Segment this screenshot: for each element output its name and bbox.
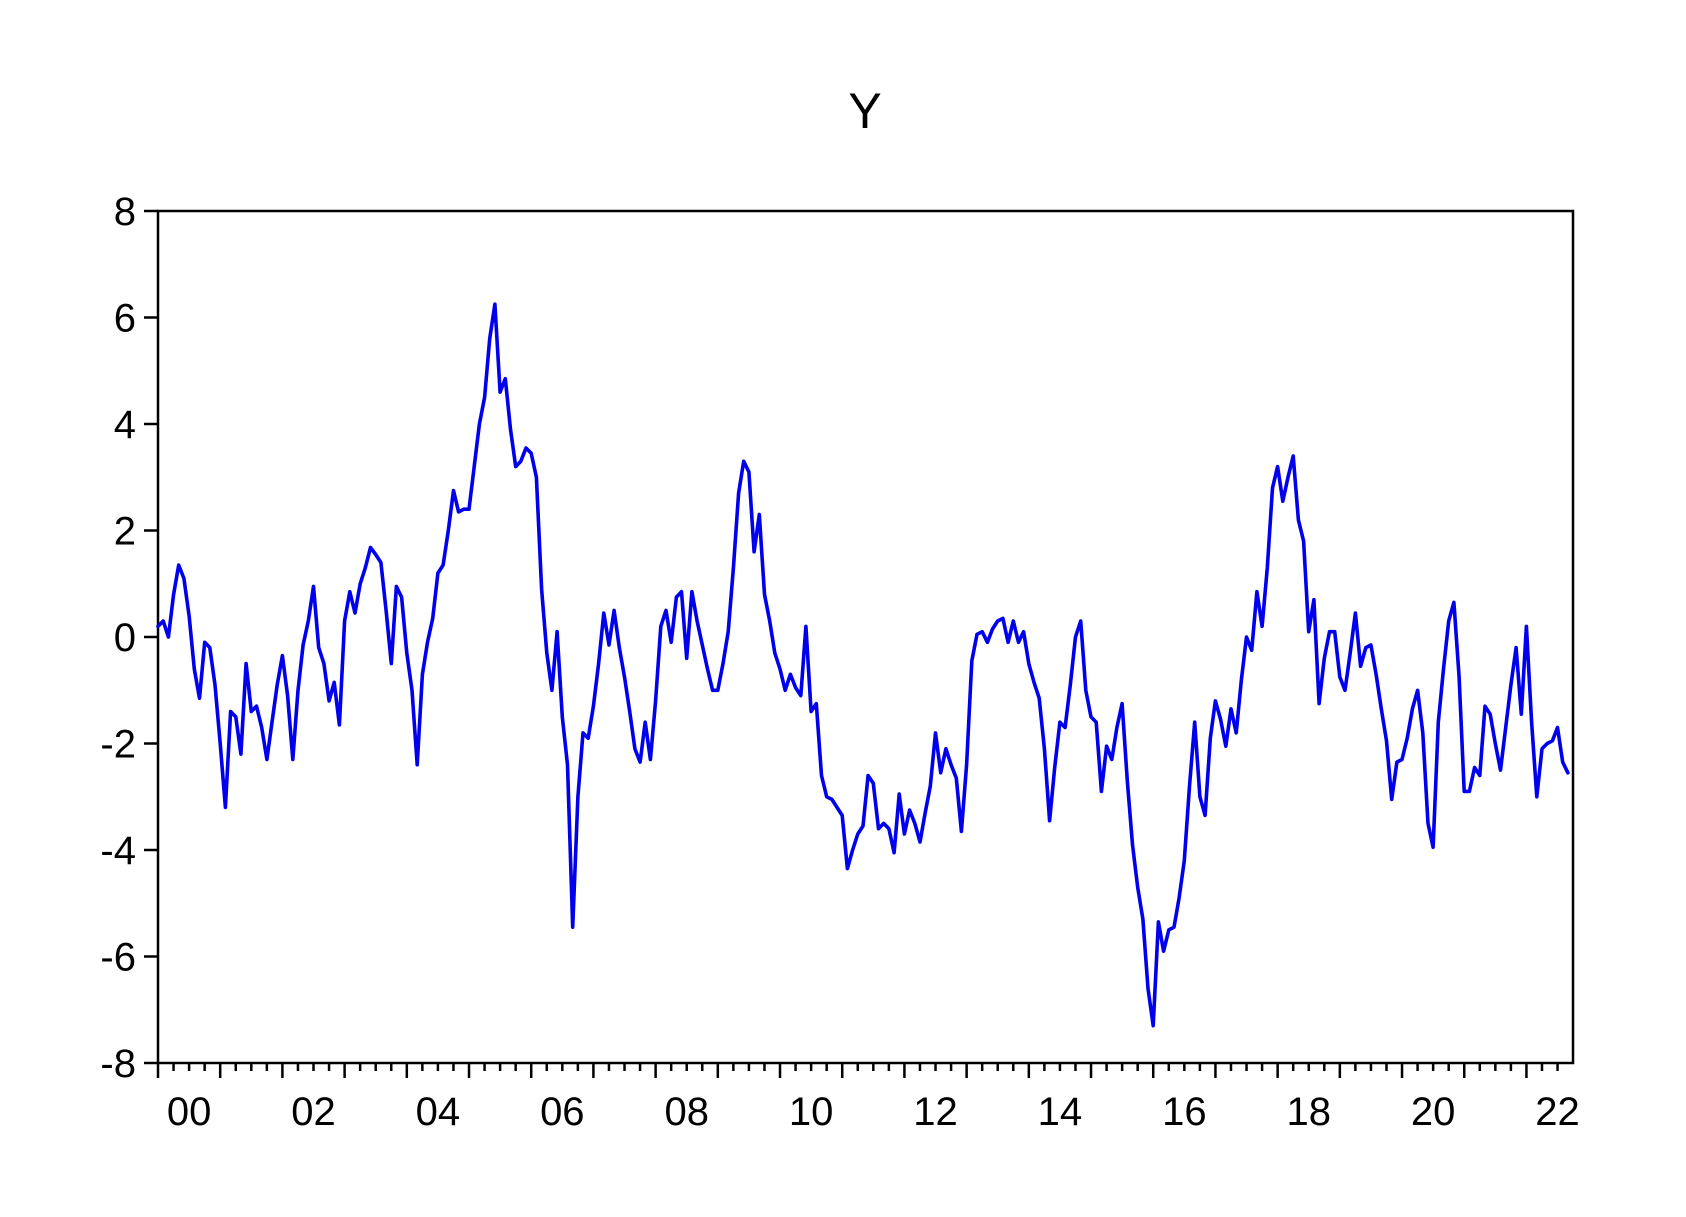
y-tick-label: -4 xyxy=(100,829,136,873)
y-tick-label: 8 xyxy=(114,190,136,234)
y-tick-label: 2 xyxy=(114,510,136,554)
x-tick-label: 02 xyxy=(291,1090,336,1134)
x-tick-label: 10 xyxy=(789,1090,834,1134)
plot-border xyxy=(156,209,1575,1065)
y-tick-label: -8 xyxy=(100,1042,136,1086)
series-line xyxy=(156,302,1570,1028)
y-tick-label: 0 xyxy=(114,616,136,660)
y-tick-label: 4 xyxy=(114,403,136,447)
x-tick-label: 20 xyxy=(1411,1090,1456,1134)
x-tick-label: 12 xyxy=(913,1090,958,1134)
plot-frame xyxy=(156,209,1575,1065)
x-tick-label: 06 xyxy=(540,1090,585,1134)
y-axis: 8 6 4 2 0 -2 -4 -6 -8 xyxy=(100,190,158,1086)
x-tick-label: 14 xyxy=(1038,1090,1083,1134)
x-axis: 00 02 04 06 08 10 12 14 16 18 20 22 xyxy=(156,1063,1580,1134)
y-tick-label: 6 xyxy=(114,297,136,341)
chart-title: Y xyxy=(848,83,881,139)
x-tick-label: 04 xyxy=(416,1090,461,1134)
y-tick-label: -6 xyxy=(100,936,136,980)
x-tick-label: 18 xyxy=(1286,1090,1331,1134)
x-tick-label: 00 xyxy=(167,1090,212,1134)
x-tick-label: 22 xyxy=(1535,1090,1580,1134)
y-tick-label: -2 xyxy=(100,723,136,767)
x-tick-label: 08 xyxy=(664,1090,709,1134)
x-tick-label: 16 xyxy=(1162,1090,1207,1134)
